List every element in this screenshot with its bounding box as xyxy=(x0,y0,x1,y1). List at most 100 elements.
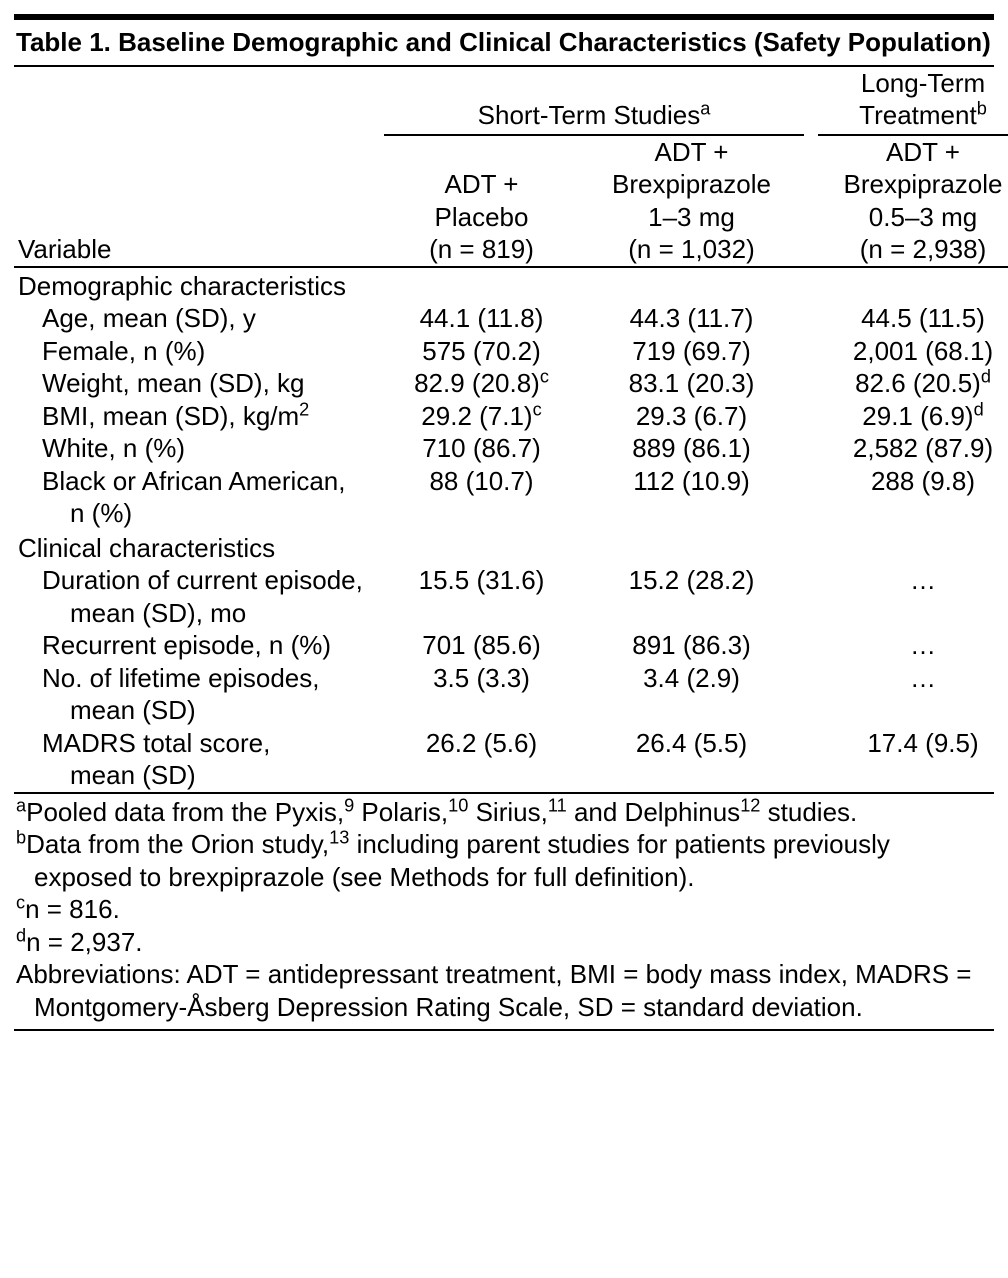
duration-c2: 15.2 (28.2) xyxy=(579,564,804,629)
age-label: Age, mean (SD), y xyxy=(14,302,384,335)
female-c1: 575 (70.2) xyxy=(384,335,579,368)
long-term-sup: b xyxy=(977,98,987,118)
fa-s1: 9 xyxy=(344,795,354,815)
fd: n = 2,937. xyxy=(26,927,142,957)
footnote-a: aPooled data from the Pyxis,9 Polaris,10… xyxy=(16,796,992,829)
table-title: Table 1. Baseline Demographic and Clinic… xyxy=(14,20,994,65)
row-bmi: BMI, mean (SD), kg/m2 29.2 (7.1)c 29.3 (… xyxy=(14,400,1008,433)
white-label: White, n (%) xyxy=(14,432,384,465)
section-clinical-label: Clinical characteristics xyxy=(14,530,1008,565)
madrs-label-l2: mean (SD) xyxy=(42,759,196,792)
recurrent-label: Recurrent episode, n (%) xyxy=(14,629,384,662)
weight-label: Weight, mean (SD), kg xyxy=(14,367,384,400)
variable-header: Variable xyxy=(14,135,384,267)
column-header-row: Variable ADT + Placebo (n = 819) ADT + B… xyxy=(14,135,1008,267)
madrs-label: MADRS total score, mean (SD) xyxy=(14,727,384,792)
fa-s4: 12 xyxy=(740,795,760,815)
black-c3: 288 (9.8) xyxy=(818,465,1008,530)
footnote-abbr: Abbreviations: ADT = antidepressant trea… xyxy=(16,958,992,1023)
bmi-label-sup: 2 xyxy=(299,399,309,419)
long-term-l1: Long-Term xyxy=(861,68,985,98)
duration-label-l2: mean (SD), mo xyxy=(42,597,246,630)
row-black: Black or African American, n (%) 88 (10.… xyxy=(14,465,1008,530)
short-term-sup: a xyxy=(700,98,710,118)
footnote-a-sup: a xyxy=(16,795,26,815)
col2-l2: Brexpiprazole xyxy=(612,169,771,199)
bottom-rule xyxy=(14,1029,994,1031)
footnote-d-sup: d xyxy=(16,925,26,945)
col1-l3: (n = 819) xyxy=(429,234,534,264)
col1-l2: Placebo xyxy=(435,202,529,232)
fb-pre: Data from the Orion study, xyxy=(26,829,329,859)
bmi-c3-sup: d xyxy=(974,399,984,419)
black-c1: 88 (10.7) xyxy=(384,465,579,530)
fa-m1: Polaris, xyxy=(354,797,448,827)
lifetime-label: No. of lifetime episodes, mean (SD) xyxy=(14,662,384,727)
section-demographic-label: Demographic characteristics xyxy=(14,267,1008,303)
col3-l2: Brexpiprazole xyxy=(844,169,1003,199)
row-duration: Duration of current episode, mean (SD), … xyxy=(14,564,1008,629)
duration-c3: … xyxy=(818,564,1008,629)
female-c3: 2,001 (68.1) xyxy=(818,335,1008,368)
white-c2: 889 (86.1) xyxy=(579,432,804,465)
age-c1: 44.1 (11.8) xyxy=(384,302,579,335)
long-term-l2: Treatment xyxy=(859,100,977,130)
fb-s1: 13 xyxy=(329,827,349,847)
bmi-c2: 29.3 (6.7) xyxy=(579,400,804,433)
duration-label-l1: Duration of current episode, xyxy=(42,565,363,595)
section-clinical: Clinical characteristics xyxy=(14,530,1008,565)
age-c2: 44.3 (11.7) xyxy=(579,302,804,335)
bmi-label-pre: BMI, mean (SD), kg/m xyxy=(42,401,299,431)
col1-l1: ADT + xyxy=(445,169,519,199)
col3-l1: ADT + xyxy=(886,137,960,167)
fa-post: studies. xyxy=(760,797,857,827)
col3-header: ADT + Brexpiprazole 0.5–3 mg (n = 2,938) xyxy=(818,135,1008,267)
weight-c1-sup: c xyxy=(540,366,549,386)
weight-c2: 83.1 (20.3) xyxy=(579,367,804,400)
footnote-d: dn = 2,937. xyxy=(16,926,992,959)
col2-header: ADT + Brexpiprazole 1–3 mg (n = 1,032) xyxy=(579,135,804,267)
black-c2: 112 (10.9) xyxy=(579,465,804,530)
fc: n = 816. xyxy=(25,894,120,924)
row-lifetime: No. of lifetime episodes, mean (SD) 3.5 … xyxy=(14,662,1008,727)
lifetime-c1: 3.5 (3.3) xyxy=(384,662,579,727)
footnote-c-sup: c xyxy=(16,892,25,912)
female-label: Female, n (%) xyxy=(14,335,384,368)
lifetime-c3: … xyxy=(818,662,1008,727)
lifetime-label-l2: mean (SD) xyxy=(42,694,196,727)
bmi-c1-sup: c xyxy=(533,399,542,419)
recurrent-c1: 701 (85.6) xyxy=(384,629,579,662)
madrs-c2: 26.4 (5.5) xyxy=(579,727,804,792)
footnotes: aPooled data from the Pyxis,9 Polaris,10… xyxy=(14,794,994,1030)
weight-c1-val: 82.9 (20.8) xyxy=(414,368,540,398)
white-c1: 710 (86.7) xyxy=(384,432,579,465)
weight-c3: 82.6 (20.5)d xyxy=(818,367,1008,400)
col3-l3: 0.5–3 mg xyxy=(869,202,977,232)
lifetime-c2: 3.4 (2.9) xyxy=(579,662,804,727)
madrs-c3: 17.4 (9.5) xyxy=(818,727,1008,792)
row-weight: Weight, mean (SD), kg 82.9 (20.8)c 83.1 … xyxy=(14,367,1008,400)
madrs-c1: 26.2 (5.6) xyxy=(384,727,579,792)
lifetime-label-l1: No. of lifetime episodes, xyxy=(42,663,319,693)
fa-m3: and Delphinus xyxy=(567,797,740,827)
duration-label: Duration of current episode, mean (SD), … xyxy=(14,564,384,629)
row-female: Female, n (%) 575 (70.2) 719 (69.7) 2,00… xyxy=(14,335,1008,368)
weight-c1: 82.9 (20.8)c xyxy=(384,367,579,400)
fa-s3: 11 xyxy=(548,795,567,815)
row-madrs: MADRS total score, mean (SD) 26.2 (5.6) … xyxy=(14,727,1008,792)
short-term-header: Short-Term Studiesa xyxy=(384,67,804,135)
row-age: Age, mean (SD), y 44.1 (11.8) 44.3 (11.7… xyxy=(14,302,1008,335)
col2-l4: (n = 1,032) xyxy=(628,234,754,264)
row-white: White, n (%) 710 (86.7) 889 (86.1) 2,582… xyxy=(14,432,1008,465)
bmi-c3-val: 29.1 (6.9) xyxy=(862,401,973,431)
black-label-l2: n (%) xyxy=(42,497,132,530)
black-label-l1: Black or African American, xyxy=(42,466,345,496)
short-term-label: Short-Term Studies xyxy=(478,100,701,130)
footnote-b-sup: b xyxy=(16,827,26,847)
section-demographic: Demographic characteristics xyxy=(14,267,1008,303)
row-recurrent: Recurrent episode, n (%) 701 (85.6) 891 … xyxy=(14,629,1008,662)
demographics-table: Short-Term Studiesa Long-Term Treatmentb… xyxy=(14,67,1008,792)
fa-s2: 10 xyxy=(448,795,468,815)
recurrent-c2: 891 (86.3) xyxy=(579,629,804,662)
black-label: Black or African American, n (%) xyxy=(14,465,384,530)
